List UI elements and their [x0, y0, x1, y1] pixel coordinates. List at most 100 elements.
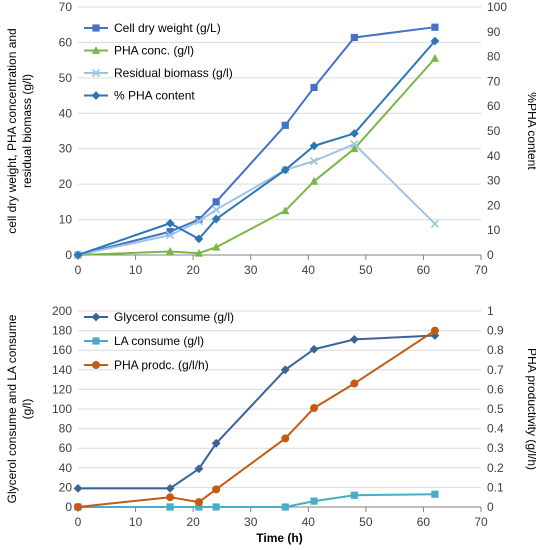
y2-tick-label: 0: [487, 500, 494, 514]
y-tick-label: 60: [59, 35, 73, 49]
data-point: [166, 493, 175, 502]
data-point: [281, 503, 289, 511]
x-tick-label: 30: [244, 263, 258, 275]
y2-tick-label: 0.3: [487, 441, 504, 455]
data-point: [166, 231, 175, 240]
y2-tick-label: 0.4: [487, 422, 504, 436]
legend-label: PHA prodc. (g/l/h): [114, 358, 209, 372]
y2-tick-label: 60: [487, 99, 501, 113]
legend: Cell dry weight (g/L) PHA conc. (g/l) Resi…: [84, 21, 233, 103]
y-tick-label: 40: [59, 461, 73, 475]
data-point: [350, 144, 359, 153]
data-point: [309, 176, 319, 185]
data-point: [281, 206, 290, 215]
legend-marker: [91, 46, 101, 54]
data-point: [73, 483, 83, 493]
x-tick-label: 50: [359, 263, 373, 275]
y-tick-label: 80: [59, 422, 73, 436]
y-tick-label: 200: [52, 304, 72, 318]
data-point: [350, 33, 358, 42]
data-point: [73, 250, 83, 260]
legend-marker: [91, 68, 101, 78]
legend-label: Cell dry weight (g/L): [114, 21, 221, 35]
data-point: [430, 219, 440, 228]
data-point: [165, 483, 175, 493]
data-point: [194, 234, 204, 244]
y-tick-label: 70: [59, 0, 73, 14]
x-tick-label: 0: [75, 263, 82, 275]
data-point: [310, 404, 319, 413]
y2-tick-label: 0.7: [487, 363, 504, 377]
y-tick-label: 180: [52, 324, 72, 338]
data-point: [309, 157, 319, 166]
y2-tick-label: 0.8: [487, 343, 504, 357]
data-point: [195, 503, 203, 511]
series-line: [78, 493, 435, 508]
data-point: [281, 434, 290, 443]
y-axis-title-line: residual biomass (g/l): [20, 74, 34, 188]
data-point: [194, 248, 204, 257]
data-point: [430, 36, 440, 46]
y2-tick-label: 0.6: [487, 382, 504, 396]
y2-tick-label: 30: [487, 174, 501, 188]
series-line: [77, 143, 436, 256]
y2-tick-label: 10: [487, 223, 501, 237]
series-line: [77, 40, 436, 256]
legend-marker: [91, 312, 101, 322]
data-point: [431, 23, 439, 31]
y2-tick-label: 40: [487, 149, 501, 163]
y-tick-label: 160: [52, 343, 72, 357]
y-tick-label: 60: [59, 441, 73, 455]
data-point: [166, 503, 174, 511]
y-tick-label: 50: [59, 71, 73, 85]
series-line: [77, 329, 436, 508]
legend: Glycerol consume (g/l) LA consume (g/l) PH…: [84, 310, 234, 372]
y-axis-title-line: cell dry weight, PHA concentration and: [5, 28, 19, 233]
x-tick-label: 70: [474, 263, 488, 275]
y2-axis-title: PHA productivity (g/l/h): [525, 348, 536, 470]
series-line: [77, 57, 436, 256]
data-point: [350, 491, 358, 499]
data-point: [350, 379, 359, 388]
data-point: [194, 217, 203, 226]
x-tick-label: 30: [244, 515, 258, 529]
data-point: [349, 129, 359, 138]
x-axis-title: Time (h): [256, 531, 302, 545]
data-point: [74, 503, 82, 511]
y-tick-label: 120: [52, 382, 72, 396]
data-point: [309, 344, 319, 354]
series-cell-dry-weight-g-l: [74, 23, 439, 259]
y2-tick-label: 80: [487, 50, 501, 64]
y2-tick-label: 1: [487, 304, 494, 318]
y2-tick-label: 0.9: [487, 324, 504, 338]
y-tick-label: 30: [59, 142, 73, 156]
y2-tick-label: 90: [487, 25, 501, 39]
y-tick-label: 100: [52, 402, 72, 416]
legend-label: Glycerol consume (g/l): [114, 310, 234, 324]
data-point: [430, 326, 439, 335]
series-pha-prodc-g-l-h: [74, 326, 439, 511]
x-tick-label: 70: [474, 515, 488, 529]
y2-tick-label: 70: [487, 74, 501, 88]
y2-axis-title: %PHA content: [525, 92, 536, 170]
data-point: [281, 121, 289, 129]
series-line: [77, 26, 436, 256]
series-pha-content: [73, 36, 440, 260]
data-point: [212, 198, 220, 206]
series-glycerol-consume-g-l: [73, 331, 440, 493]
x-tick-label: 40: [302, 515, 316, 529]
y2-tick-label: 0.1: [487, 480, 504, 494]
data-point: [211, 214, 221, 224]
x-tick-label: 0: [75, 515, 82, 529]
x-tick-label: 10: [129, 515, 143, 529]
y2-tick-label: 100: [487, 0, 507, 14]
y2-tick-label: 50: [487, 124, 501, 138]
series-residual-biomass-g-l: [73, 140, 440, 260]
y2-tick-label: 0.5: [487, 402, 504, 416]
legend-marker: [92, 337, 100, 345]
data-point: [194, 464, 204, 474]
data-point: [212, 485, 221, 494]
y-tick-label: 20: [59, 177, 73, 191]
data-point: [431, 490, 439, 498]
data-point: [211, 438, 221, 448]
